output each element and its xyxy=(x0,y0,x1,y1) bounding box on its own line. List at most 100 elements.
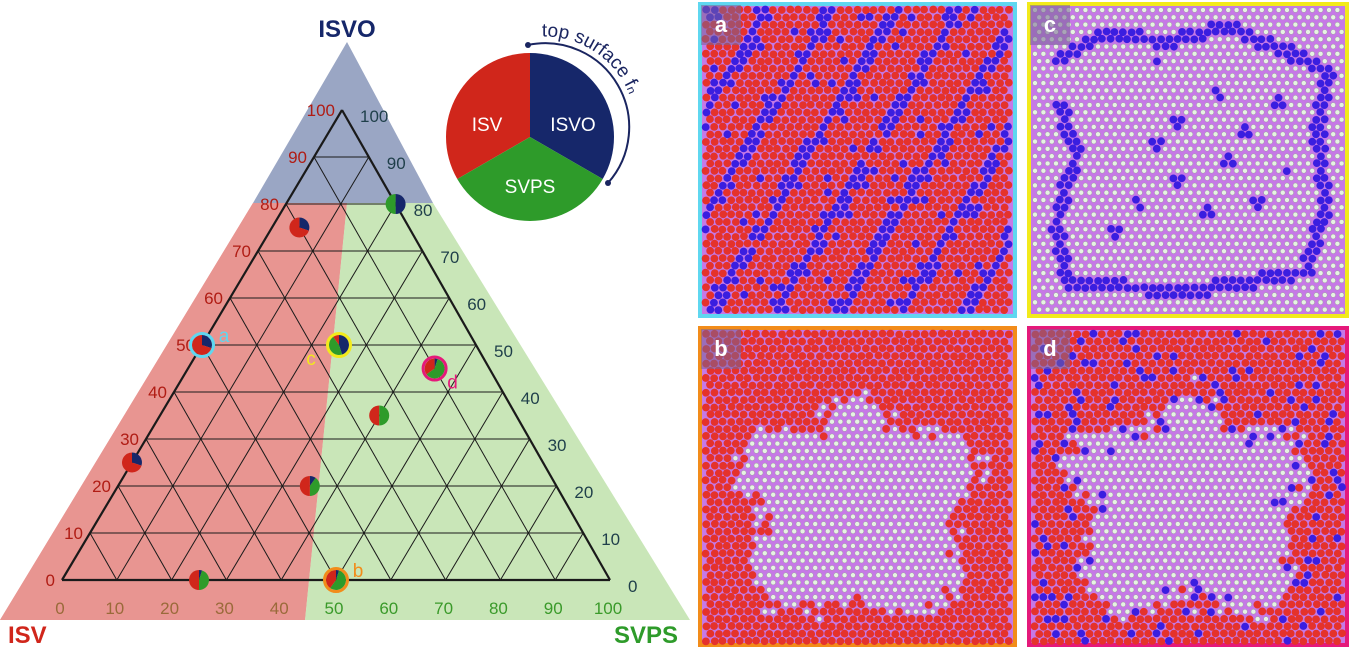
particle-isv xyxy=(714,261,723,270)
particle-isv xyxy=(992,101,1001,110)
particle-isv xyxy=(891,630,900,639)
particle-isv xyxy=(819,344,828,353)
particle-isv xyxy=(978,636,987,645)
particle-isv xyxy=(1295,337,1304,346)
particle-svps xyxy=(1145,277,1152,283)
particle-isv xyxy=(802,298,811,306)
particle-isvo xyxy=(1236,276,1245,285)
particle-svps xyxy=(1250,22,1257,28)
particle-isv xyxy=(869,6,878,14)
particle-svps xyxy=(1204,58,1210,64)
particle-isv xyxy=(844,122,853,131)
particle-svps xyxy=(774,514,781,520)
particle-isv xyxy=(908,203,917,212)
particle-isv xyxy=(1328,351,1337,360)
particle-svps xyxy=(1217,226,1223,232)
particle-svps xyxy=(808,455,814,461)
particle-svps xyxy=(1187,204,1194,210)
particle-svps xyxy=(1267,153,1273,159)
particle-svps xyxy=(1288,219,1294,225)
particle-isv xyxy=(853,239,862,248)
particle-svps xyxy=(905,521,911,527)
particle-svps xyxy=(820,462,827,469)
particle-svps xyxy=(1284,212,1290,218)
particle-isv xyxy=(865,174,874,183)
particle-isv xyxy=(798,174,807,183)
particle-isv xyxy=(811,167,820,175)
particle-isvo xyxy=(1110,28,1119,36)
particle-svps xyxy=(879,579,886,586)
particle-svps xyxy=(837,536,844,542)
particle-svps xyxy=(1334,270,1341,276)
particle-isvo xyxy=(975,130,984,138)
particle-isv xyxy=(794,93,803,102)
particle-isv xyxy=(778,254,786,263)
particle-isvo xyxy=(1312,159,1321,168)
particle-isv xyxy=(710,446,719,455)
particle-svps xyxy=(1074,270,1080,276)
particle-isvo xyxy=(806,144,815,153)
particle-svps xyxy=(884,601,890,607)
particle-svps xyxy=(896,433,902,439)
particle-isv xyxy=(958,629,967,638)
particle-isvo xyxy=(1321,144,1330,153)
particle-isvo xyxy=(865,12,874,21)
particle-svps xyxy=(1057,95,1063,101)
particle-svps xyxy=(774,455,781,461)
particle-isv xyxy=(740,351,748,360)
particle-isvo xyxy=(1064,269,1073,278)
particle-isvo xyxy=(1320,86,1329,95)
particle-isvo xyxy=(727,268,736,277)
particle-isv xyxy=(899,71,908,80)
particle-isv xyxy=(950,600,958,609)
particle-svps xyxy=(1099,7,1105,13)
particle-isvo xyxy=(903,181,912,190)
particle-svps xyxy=(1128,307,1135,313)
particle-isv xyxy=(882,410,891,419)
particle-isv xyxy=(941,337,950,346)
particle-svps xyxy=(884,587,890,593)
particle-isv xyxy=(891,203,899,212)
particle-svps xyxy=(1065,80,1072,86)
particle-isv xyxy=(702,283,710,292)
particle-svps xyxy=(850,557,856,564)
particle-isv xyxy=(929,622,937,631)
particle-isvo xyxy=(857,13,866,22)
particle-isvo xyxy=(945,122,954,131)
particle-isv xyxy=(1174,329,1182,338)
particle-svps xyxy=(1301,299,1307,305)
particle-svps xyxy=(858,426,865,432)
particle-isv xyxy=(769,418,778,426)
particle-isvo xyxy=(891,42,900,51)
particle-isv xyxy=(954,403,963,412)
particle-isv xyxy=(890,144,899,153)
particle-isv xyxy=(731,556,740,565)
particle-svps xyxy=(1166,299,1173,305)
particle-isv xyxy=(983,203,992,211)
particle-isv xyxy=(995,345,1004,353)
particle-isv xyxy=(714,425,723,434)
particle-svps xyxy=(1032,153,1038,159)
particle-svps xyxy=(1120,131,1126,137)
particle-svps xyxy=(1250,138,1257,145)
particle-isv xyxy=(706,600,715,608)
particle-svps xyxy=(1133,168,1139,174)
particle-svps xyxy=(1082,80,1089,86)
particle-isvo xyxy=(1140,283,1149,292)
particle-svps xyxy=(892,601,898,607)
particle-isv xyxy=(1106,359,1115,367)
particle-svps xyxy=(1082,65,1089,72)
particle-svps xyxy=(795,565,802,571)
tick-label-isv: 90 xyxy=(288,148,307,167)
particle-svps xyxy=(833,455,839,461)
particle-isv xyxy=(777,224,786,233)
particle-isv xyxy=(882,86,891,94)
particle-isv xyxy=(874,291,883,300)
particle-svps xyxy=(900,499,907,505)
particle-isv xyxy=(866,188,874,197)
particle-isv xyxy=(832,629,841,638)
particle-isv xyxy=(870,108,879,116)
particle-svps xyxy=(1192,299,1198,305)
particle-isv xyxy=(702,578,711,586)
